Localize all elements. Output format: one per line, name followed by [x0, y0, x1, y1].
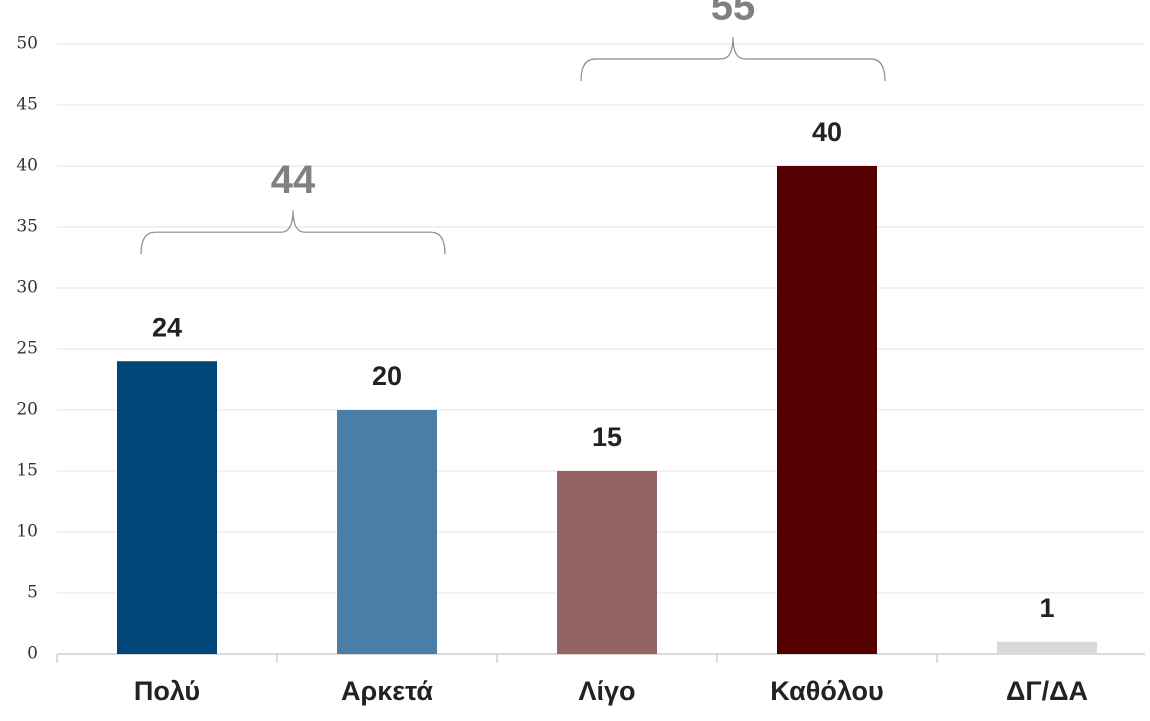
x-tick-label: Πολύ — [134, 676, 200, 706]
bracket — [580, 36, 886, 82]
bar — [337, 410, 437, 654]
x-tick-label: Καθόλου — [770, 676, 883, 706]
bar — [997, 641, 1097, 654]
y-tick-label: 5 — [27, 583, 38, 603]
y-tick-label: 35 — [16, 217, 38, 237]
x-tick-label: Λίγο — [578, 676, 635, 706]
x-tick-label: Αρκετά — [341, 676, 433, 706]
annotation: 44 — [271, 158, 316, 202]
bar — [777, 166, 877, 654]
y-tick-label: 15 — [16, 461, 38, 481]
y-tick-label: 40 — [16, 156, 38, 176]
y-tick-label: 20 — [16, 400, 38, 420]
bracket — [140, 210, 446, 255]
data-label: 1 — [1039, 593, 1054, 623]
data-label: 15 — [592, 422, 622, 452]
bar — [557, 471, 657, 654]
y-tick-label: 0 — [27, 644, 38, 664]
y-tick-label: 30 — [16, 278, 38, 298]
bar — [117, 361, 217, 654]
data-label: 20 — [372, 361, 402, 391]
y-tick-label: 50 — [16, 34, 38, 54]
data-label: 24 — [152, 312, 182, 342]
y-tick-label: 45 — [16, 95, 38, 115]
x-tick-label: ΔΓ/ΔΑ — [1006, 676, 1088, 706]
y-tick-label: 10 — [16, 522, 38, 542]
data-label: 40 — [812, 117, 842, 147]
y-tick-label: 25 — [16, 339, 38, 359]
annotation: 55 — [711, 0, 756, 29]
